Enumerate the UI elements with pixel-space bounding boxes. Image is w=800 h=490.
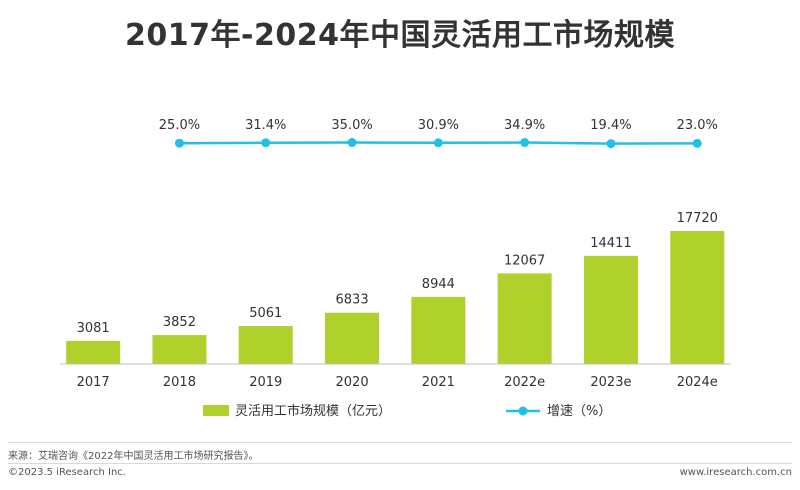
- bars-layer: 3081 3852 5061 6833 8944 12067 14411 17720: [66, 211, 725, 364]
- x-tick-2018: 2018: [163, 375, 196, 390]
- growth-label-2023e: 19.4%: [590, 118, 631, 133]
- copyright: ©2023.5 iResearch Inc.: [8, 467, 126, 478]
- x-tick-2021: 2021: [422, 375, 455, 390]
- x-tick-2023e: 2023e: [590, 375, 631, 390]
- bar-2024e: [670, 231, 725, 364]
- growth-label-2020: 35.0%: [331, 118, 372, 133]
- growth-line-layer: 25.0% 31.4% 35.0% 30.9% 34.9% 19.4% 23.0%: [159, 118, 718, 149]
- legend-bar-swatch: [203, 405, 229, 416]
- growth-point-2024e: [692, 138, 702, 148]
- bar-2017: [66, 340, 121, 364]
- bar-2023e: [583, 255, 638, 364]
- growth-point-2018: [174, 138, 184, 148]
- bar-2019: [238, 326, 293, 364]
- bar-2020: [325, 312, 380, 364]
- bar-2018: [152, 335, 207, 364]
- growth-label-2024e: 23.0%: [677, 118, 718, 133]
- bar-2022e: [497, 273, 552, 364]
- legend: 灵活用工市场规模（亿元） 增速（%）: [203, 403, 611, 419]
- legend-line-label: 增速（%）: [547, 404, 611, 419]
- growth-point-2019: [261, 138, 271, 148]
- x-tick-2020: 2020: [336, 375, 369, 390]
- chart-svg: 3081 3852 5061 6833 8944 12067 14411 17720 25.0…: [60, 118, 731, 419]
- x-tick-2017: 2017: [77, 375, 110, 390]
- bar-label-2020: 6833: [336, 293, 369, 308]
- bar-label-2021: 8944: [422, 277, 455, 292]
- legend-bar-label: 灵活用工市场规模（亿元）: [235, 403, 391, 419]
- source-note: 来源：艾瑞咨询《2022年中国灵活用工市场研究报告》。: [8, 451, 259, 462]
- growth-point-2023e: [606, 139, 616, 149]
- growth-label-2021: 30.9%: [418, 118, 459, 133]
- x-tick-2019: 2019: [249, 375, 282, 390]
- website: www.iresearch.com.cn: [679, 467, 792, 478]
- legend-line-marker: [518, 406, 528, 416]
- growth-label-2019: 31.4%: [245, 118, 286, 133]
- bar-label-2017: 3081: [77, 321, 110, 336]
- growth-point-2022e: [520, 138, 530, 148]
- chart-title: 2017年-2024年中国灵活用工市场规模: [125, 18, 675, 53]
- footer-divider-bottom: [8, 463, 792, 464]
- bar-2021: [411, 296, 466, 364]
- bar-label-2024e: 17720: [677, 211, 718, 226]
- growth-point-2021: [433, 138, 443, 148]
- bar-label-2022e: 12067: [504, 253, 545, 268]
- x-tick-2024e: 2024e: [677, 375, 718, 390]
- x-axis: 2017 2018 2019 2020 2021 2022e 2023e 2024e: [60, 363, 731, 390]
- growth-label-2022e: 34.9%: [504, 118, 545, 133]
- bar-label-2023e: 14411: [590, 236, 631, 251]
- bar-label-2018: 3852: [163, 315, 196, 330]
- growth-label-2018: 25.0%: [159, 118, 200, 133]
- footer-divider-top: [8, 442, 792, 443]
- bar-label-2019: 5061: [249, 306, 282, 321]
- x-tick-2022e: 2022e: [504, 375, 545, 390]
- growth-point-2020: [347, 138, 357, 148]
